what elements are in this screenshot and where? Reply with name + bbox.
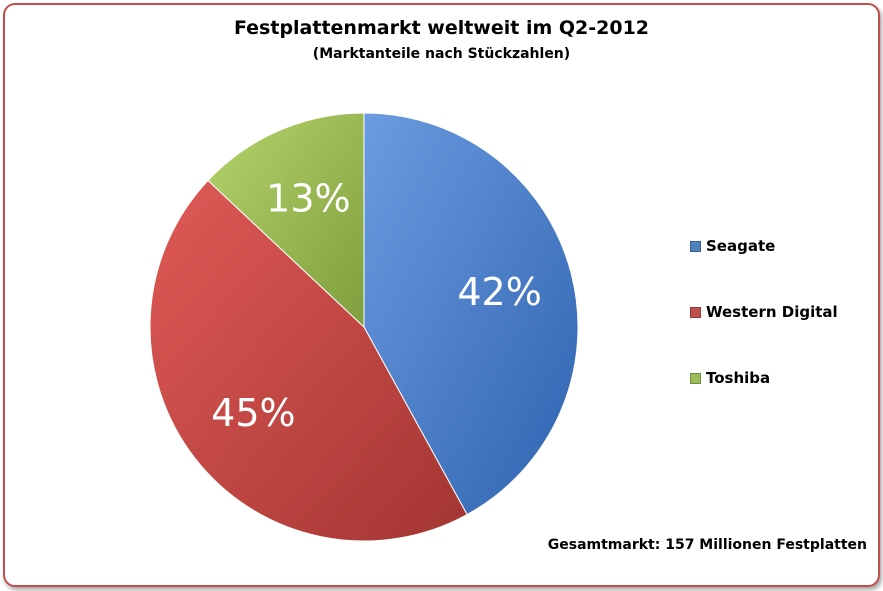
legend-item-western-digital: Western Digital bbox=[690, 302, 838, 322]
pie-slice-toshiba bbox=[207, 112, 365, 329]
legend-label-western-digital: Western Digital bbox=[706, 303, 838, 321]
pie-label-western-digital: 45% bbox=[211, 391, 295, 435]
legend-item-seagate: Seagate bbox=[690, 236, 775, 256]
pie-slice-seagate bbox=[363, 112, 579, 516]
pie-label-toshiba: 13% bbox=[266, 177, 350, 221]
legend-swatch-toshiba bbox=[690, 372, 701, 384]
chart-title: Festplattenmarkt weltweit im Q2-2012 bbox=[233, 17, 650, 39]
pie-slice-western-digital bbox=[149, 179, 468, 542]
total-market-annotation: Gesamtmarkt: 157 Millionen Festplatten bbox=[547, 537, 867, 553]
legend-item-toshiba: Toshiba bbox=[690, 368, 770, 388]
pie-label-seagate: 42% bbox=[457, 270, 541, 314]
legend-swatch-seagate bbox=[690, 240, 701, 252]
chart-subtitle: (Marktanteile nach Stückzahlen) bbox=[312, 46, 571, 62]
legend-label-toshiba: Toshiba bbox=[706, 369, 771, 387]
legend-swatch-western-digital bbox=[690, 306, 701, 318]
legend-label-seagate: Seagate bbox=[706, 237, 776, 255]
